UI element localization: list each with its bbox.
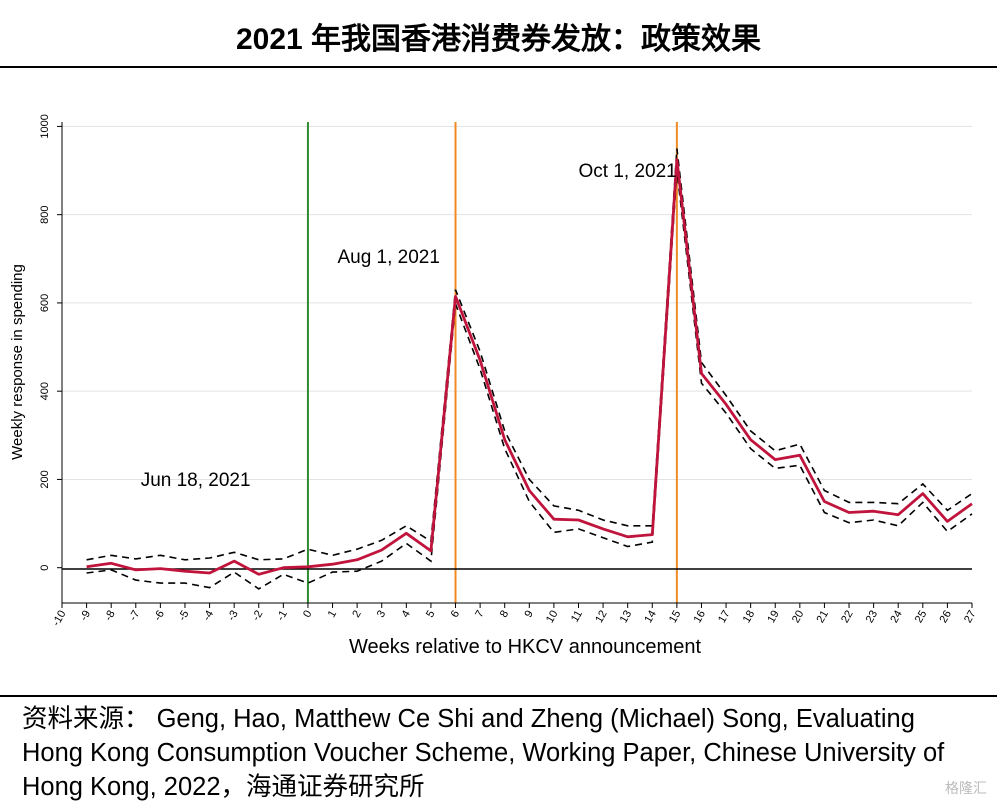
event-annotation: Jun 18, 2021 [141,470,251,491]
x-tick-label: -10 [50,609,68,629]
x-tick-label: 1 [326,609,339,620]
y-tick-label: 0 [39,565,51,571]
x-tick-label: -7 [127,609,142,623]
x-tick-label: 11 [569,609,585,625]
x-tick-label: 14 [642,609,659,626]
y-tick-label: 400 [39,382,51,400]
page-title: 2021 年我国香港消费券发放：政策效果 [235,23,762,56]
x-tick-label: 6 [449,609,462,620]
x-tick-label: 23 [864,609,881,626]
x-tick-label: -1 [275,609,290,623]
x-tick-label: 15 [667,609,684,626]
x-tick-label: 20 [790,609,807,626]
top-rule [0,66,997,68]
x-tick-label: 18 [741,609,758,626]
y-tick-label: 800 [39,205,51,223]
x-tick-label: 8 [498,609,511,620]
x-tick-label: 16 [692,609,709,626]
y-tick-label: 200 [39,470,51,488]
x-tick-label: 10 [544,609,561,626]
event-lines [306,122,678,603]
x-tick-label: 4 [399,609,412,620]
source-note: 资料来源： Geng, Hao, Matthew Ce Shi and Zhen… [22,705,945,801]
x-tick-label: -9 [78,609,93,623]
bottom-rule [0,695,997,697]
x-tick-label: -6 [152,609,167,623]
series-line-estimate [86,158,973,576]
x-tick-label: 2 [350,609,363,620]
x-tick-label: 26 [937,609,954,626]
x-tick-label: -8 [103,609,118,623]
event-annotation: Aug 1, 2021 [337,247,439,268]
x-tick-label: 21 [815,609,832,626]
x-tick-label: 24 [888,609,905,626]
x-tick-label: 27 [962,609,979,626]
x-tick-label: -5 [176,609,191,623]
x-tick-label: 22 [839,609,856,626]
x-tick-label: 9 [522,609,535,620]
x-tick-label: 25 [913,609,930,626]
x-tick-label: 3 [375,609,388,620]
x-tick-label: -4 [201,609,216,623]
y-tick-label: 1000 [39,114,51,138]
x-tick-label: 19 [765,609,782,626]
series-line-upper [86,148,973,561]
series-group [86,148,973,590]
y-axis-label: Weekly response in spending [9,264,26,460]
x-tick-label: 5 [424,609,437,620]
series-line-lower [86,170,973,590]
x-tick-label: -2 [250,609,265,623]
x-tick-label: 12 [593,609,610,626]
x-tick-label: -3 [225,609,240,623]
watermark-text: 格隆汇 [945,780,987,796]
x-tick-label: 17 [716,609,733,626]
y-tick-label: 600 [39,294,51,312]
x-tick-label: 7 [473,609,486,620]
x-tick-label: 13 [618,609,635,626]
annotations: Jun 18, 2021 Aug 1, 2021 Oct 1, 2021 [141,161,677,491]
gridlines [62,125,972,480]
event-annotation: Oct 1, 2021 [578,161,676,182]
x-tick-label: 0 [301,609,314,620]
x-axis-label: Weeks relative to HKCV announcement [349,636,701,658]
